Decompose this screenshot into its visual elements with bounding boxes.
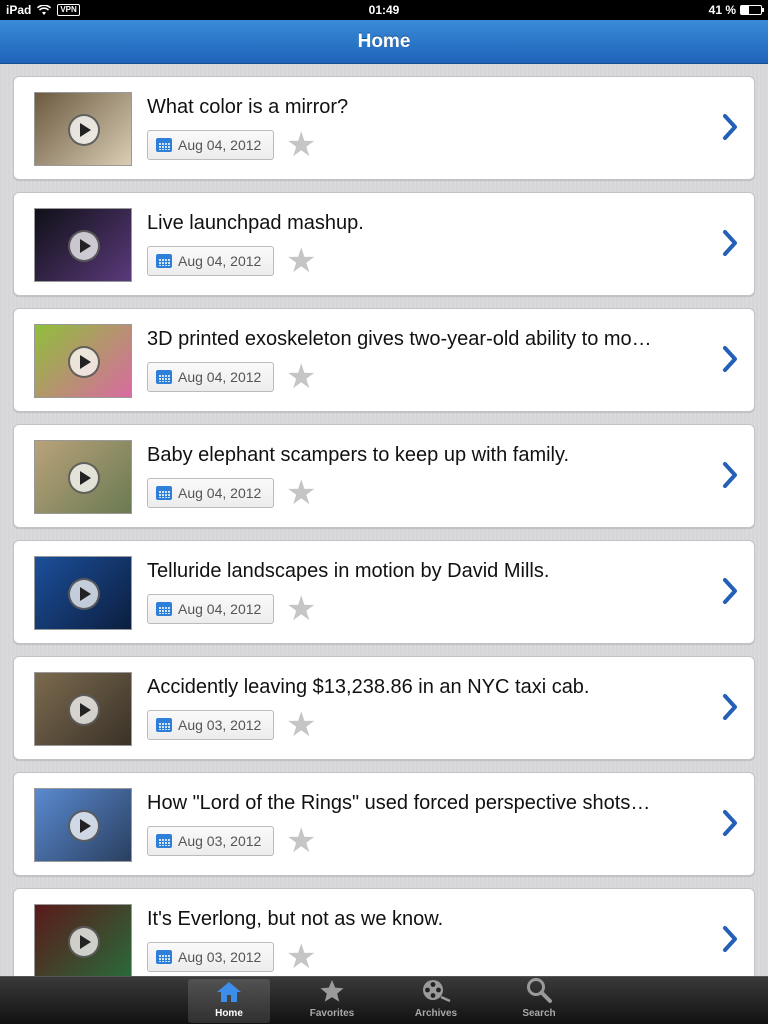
favorite-star-icon[interactable]: ★ [286,590,317,628]
list-item[interactable]: Baby elephant scampers to keep up with f… [13,424,755,528]
favorite-star-icon[interactable]: ★ [286,474,317,512]
tab-bar: Home Favorites Archives Search [0,976,768,1024]
calendar-icon [156,254,172,268]
video-title: Live launchpad mashup. [147,212,364,234]
date-badge: Aug 04, 2012 [147,594,274,624]
status-right: 41 % [708,3,764,17]
date-badge: Aug 03, 2012 [147,710,274,740]
date-text: Aug 03, 2012 [178,717,262,733]
tab-label: Archives [414,1008,458,1019]
home-icon [216,981,242,1008]
status-time: 01:49 [368,3,400,17]
status-left: iPad VPN [6,3,80,17]
date-text: Aug 04, 2012 [178,485,262,501]
tab-label: Search [522,1008,556,1019]
battery-icon [740,5,764,15]
date-text: Aug 04, 2012 [178,369,262,385]
chevron-right-icon[interactable] [722,345,738,373]
play-icon[interactable] [68,346,100,378]
tab-search[interactable]: Search [498,977,580,1023]
list-item[interactable]: Accidently leaving $13,238.86 in an NYC … [13,656,755,760]
date-text: Aug 04, 2012 [178,601,262,617]
navigation-bar: Home [0,20,768,64]
chevron-right-icon[interactable] [722,113,738,141]
play-icon[interactable] [68,578,100,610]
chevron-right-icon[interactable] [722,693,738,721]
favorite-star-icon[interactable]: ★ [286,126,317,164]
chevron-right-icon[interactable] [722,577,738,605]
chevron-right-icon[interactable] [722,229,738,257]
calendar-icon [156,602,172,616]
favorite-star-icon[interactable]: ★ [286,822,317,860]
battery-percent: 41 % [708,3,736,17]
calendar-icon [156,138,172,152]
favorite-star-icon[interactable]: ★ [286,938,317,976]
video-title: What color is a mirror? [147,96,349,118]
date-text: Aug 04, 2012 [178,253,262,269]
date-text: Aug 04, 2012 [178,137,262,153]
device-name: iPad [6,3,32,17]
chevron-right-icon[interactable] [722,461,738,489]
favorite-star-icon[interactable]: ★ [286,358,317,396]
date-badge: Aug 03, 2012 [147,942,274,972]
favorite-star-icon[interactable]: ★ [286,706,317,744]
play-icon[interactable] [68,694,100,726]
list-item[interactable]: How "Lord of the Rings" used forced pers… [13,772,755,876]
video-list[interactable]: What color is a mirror? Aug 04, 2012 ★ L… [0,64,768,976]
page-title: Home [357,30,411,52]
video-thumbnail[interactable] [34,208,132,282]
video-thumbnail[interactable] [34,788,132,862]
play-icon[interactable] [68,114,100,146]
video-title: It's Everlong, but not as we know. [147,908,444,930]
star-icon [319,979,345,1008]
date-badge: Aug 04, 2012 [147,362,274,392]
list-item[interactable]: What color is a mirror? Aug 04, 2012 ★ [13,76,755,180]
tab-archives[interactable]: Archives [395,979,477,1023]
chevron-right-icon[interactable] [722,925,738,953]
video-thumbnail[interactable] [34,92,132,166]
video-title: Accidently leaving $13,238.86 in an NYC … [147,676,590,698]
video-thumbnail[interactable] [34,904,132,976]
list-item[interactable]: Telluride landscapes in motion by David … [13,540,755,644]
video-thumbnail[interactable] [34,556,132,630]
list-item[interactable]: It's Everlong, but not as we know. Aug 0… [13,888,755,976]
date-text: Aug 03, 2012 [178,949,262,965]
chevron-right-icon[interactable] [722,809,738,837]
calendar-icon [156,718,172,732]
date-badge: Aug 03, 2012 [147,826,274,856]
date-badge: Aug 04, 2012 [147,130,274,160]
tab-home[interactable]: Home [188,979,270,1023]
search-icon [526,977,552,1008]
date-text: Aug 03, 2012 [178,833,262,849]
vpn-badge: VPN [57,4,80,16]
tab-label: Home [215,1008,243,1019]
tab-favorites[interactable]: Favorites [291,979,373,1023]
video-thumbnail[interactable] [34,324,132,398]
video-title: 3D printed exoskeleton gives two-year-ol… [147,328,652,350]
list-item[interactable]: Live launchpad mashup. Aug 04, 2012 ★ [13,192,755,296]
wifi-icon [37,4,52,15]
battery-level [741,6,750,14]
film-reel-icon [421,979,451,1008]
video-thumbnail[interactable] [34,440,132,514]
list-item[interactable]: 3D printed exoskeleton gives two-year-ol… [13,308,755,412]
video-title: How "Lord of the Rings" used forced pers… [147,792,651,814]
calendar-icon [156,834,172,848]
video-thumbnail[interactable] [34,672,132,746]
status-bar: iPad VPN 01:49 41 % [0,0,768,20]
play-icon[interactable] [68,462,100,494]
favorite-star-icon[interactable]: ★ [286,242,317,280]
play-icon[interactable] [68,230,100,262]
calendar-icon [156,370,172,384]
date-badge: Aug 04, 2012 [147,478,274,508]
play-icon[interactable] [68,810,100,842]
play-icon[interactable] [68,926,100,958]
video-title: Baby elephant scampers to keep up with f… [147,444,570,466]
calendar-icon [156,950,172,964]
date-badge: Aug 04, 2012 [147,246,274,276]
video-title: Telluride landscapes in motion by David … [147,560,550,582]
calendar-icon [156,486,172,500]
tab-label: Favorites [309,1008,355,1019]
